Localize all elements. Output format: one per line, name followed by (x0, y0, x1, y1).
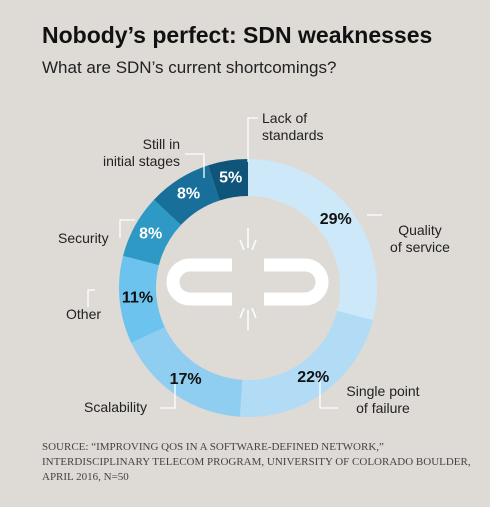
donut-slice (239, 310, 373, 418)
leader-line (87, 289, 95, 307)
chart-title: Nobody’s perfect: SDN weaknesses (42, 22, 433, 48)
category-label: Security (58, 230, 109, 246)
chart-subtitle: What are SDN’s current shortcomings? (42, 58, 337, 77)
category-label: Scalability (84, 399, 148, 415)
category-label: Still in initial stages (102, 136, 180, 169)
leader-line (185, 153, 205, 178)
category-label: Quality of service (390, 222, 450, 255)
value-label: 8% (177, 185, 200, 202)
chain-link (166, 258, 232, 306)
donut-slice (208, 159, 248, 201)
leader-line (319, 378, 338, 409)
break-mark (239, 239, 245, 251)
value-label: 29% (320, 211, 352, 228)
source-note: SOURCE: “IMPROVING QOS IN A SOFTWARE-DEF… (42, 441, 471, 483)
leader-line (160, 378, 176, 409)
break-mark (251, 307, 257, 319)
value-label: 8% (139, 226, 162, 243)
chain-link (264, 258, 329, 306)
category-label: Single point of failure (346, 383, 420, 416)
donut-slice (131, 327, 243, 417)
broken-chain-icon (166, 258, 329, 306)
break-marks (239, 228, 257, 330)
value-label: 5% (219, 170, 242, 187)
break-mark (239, 307, 245, 319)
leader-line (119, 219, 135, 238)
donut (118, 159, 377, 418)
leader-lines (87, 117, 382, 409)
break-mark (251, 239, 257, 251)
donut-slice (123, 199, 181, 266)
value-label: 17% (170, 371, 202, 388)
value-label: 11% (122, 290, 153, 307)
donut-slice (118, 255, 165, 343)
category-label: Other (66, 306, 102, 322)
leader-line (247, 117, 258, 162)
donut-slice (248, 159, 377, 321)
value-label: 22% (297, 369, 329, 386)
category-label: Lack of standards (262, 110, 324, 143)
donut-slice (153, 165, 220, 226)
